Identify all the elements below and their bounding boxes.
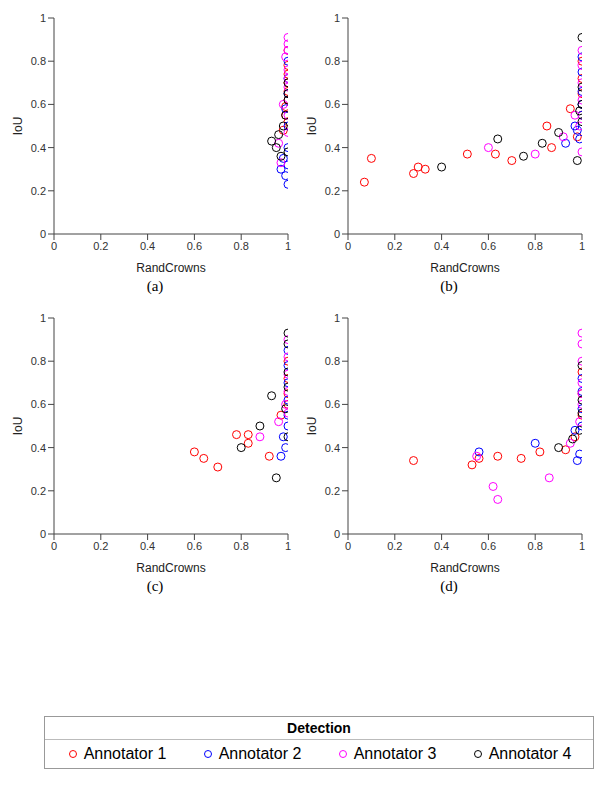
- html-text:Annotator 2: Annotator 2: [218, 745, 302, 762]
- svg-text:RandCrowns: RandCrowns: [136, 561, 205, 575]
- html-text:Annotator 4: Annotator 4: [488, 745, 572, 762]
- svg-text:1: 1: [579, 540, 585, 552]
- svg-text:0.2: 0.2: [387, 540, 402, 552]
- svg-text:IoU: IoU: [305, 417, 319, 436]
- svg-text:0: 0: [334, 228, 340, 240]
- svg-text:0: 0: [345, 540, 351, 552]
- svg-text:0: 0: [334, 528, 340, 540]
- svg-text:1: 1: [579, 240, 585, 252]
- svg-text:0.2: 0.2: [31, 185, 46, 197]
- svg-text:0.2: 0.2: [325, 485, 340, 497]
- svg-text:1: 1: [40, 312, 46, 324]
- html-text:(c): (c): [146, 578, 164, 594]
- svg-text:0.2: 0.2: [93, 240, 108, 252]
- svg-text:0.2: 0.2: [387, 240, 402, 252]
- svg-text:0.6: 0.6: [187, 240, 202, 252]
- svg-text:0.6: 0.6: [325, 398, 340, 410]
- svg-text:1: 1: [40, 12, 46, 24]
- svg-text:IoU: IoU: [305, 117, 319, 136]
- svg-text:0.8: 0.8: [528, 240, 543, 252]
- svg-text:0.6: 0.6: [481, 240, 496, 252]
- svg-text:0.2: 0.2: [93, 540, 108, 552]
- svg-text:IoU: IoU: [11, 117, 25, 136]
- svg-text:0.8: 0.8: [325, 55, 340, 67]
- svg-text:0: 0: [40, 228, 46, 240]
- svg-text:1: 1: [334, 312, 340, 324]
- svg-text:0.2: 0.2: [325, 185, 340, 197]
- svg-text:0.6: 0.6: [31, 98, 46, 110]
- svg-text:0.4: 0.4: [140, 240, 155, 252]
- html-text:(a): (a): [146, 278, 164, 294]
- html-text:(d): (d): [440, 578, 458, 594]
- svg-text:0.8: 0.8: [234, 540, 249, 552]
- svg-text:0.6: 0.6: [481, 540, 496, 552]
- html-text:Annotator 3: Annotator 3: [353, 745, 437, 762]
- svg-text:1: 1: [285, 240, 291, 252]
- svg-text:0: 0: [51, 240, 57, 252]
- svg-text:0: 0: [345, 240, 351, 252]
- svg-text:0.8: 0.8: [31, 355, 46, 367]
- svg-text:0: 0: [40, 528, 46, 540]
- svg-text:0: 0: [51, 540, 57, 552]
- svg-text:0.8: 0.8: [234, 240, 249, 252]
- svg-text:1: 1: [285, 540, 291, 552]
- svg-text:0.8: 0.8: [31, 55, 46, 67]
- svg-text:0.6: 0.6: [31, 398, 46, 410]
- svg-text:IoU: IoU: [11, 417, 25, 436]
- svg-text:0.8: 0.8: [528, 540, 543, 552]
- svg-text:1: 1: [334, 12, 340, 24]
- svg-text:0.6: 0.6: [187, 540, 202, 552]
- svg-text:0.2: 0.2: [31, 485, 46, 497]
- svg-text:0.4: 0.4: [140, 540, 155, 552]
- svg-text:RandCrowns: RandCrowns: [136, 261, 205, 275]
- svg-text:0.4: 0.4: [434, 240, 449, 252]
- svg-text:0.8: 0.8: [325, 355, 340, 367]
- svg-text:RandCrowns: RandCrowns: [430, 261, 499, 275]
- html-text:Detection: Detection: [287, 720, 351, 736]
- svg-text:0.4: 0.4: [31, 442, 46, 454]
- svg-text:0.4: 0.4: [434, 540, 449, 552]
- svg-text:0.4: 0.4: [325, 442, 340, 454]
- svg-text:0.6: 0.6: [325, 98, 340, 110]
- html-text:(b): (b): [440, 278, 458, 294]
- svg-text:0.4: 0.4: [31, 142, 46, 154]
- svg-text:0.4: 0.4: [325, 142, 340, 154]
- svg-text:RandCrowns: RandCrowns: [430, 561, 499, 575]
- html-text:Annotator 1: Annotator 1: [83, 745, 167, 762]
